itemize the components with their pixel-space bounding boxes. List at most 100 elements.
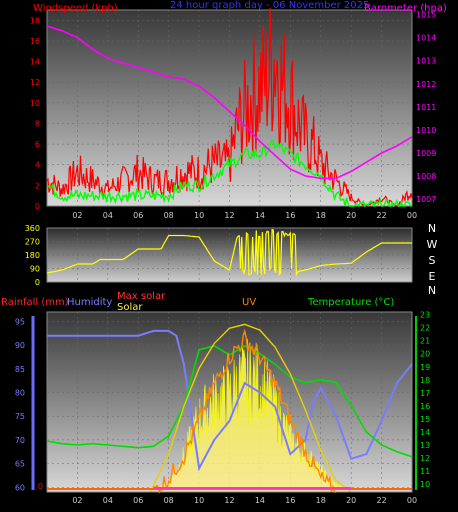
wind-y-tick: 0 [35, 202, 40, 211]
x-tick: 10 [194, 211, 204, 220]
compass-label: N [428, 222, 436, 235]
x-tick: 12 [224, 211, 234, 220]
humidity-y-tick: 95 [15, 317, 25, 326]
x-tick: 00 [407, 211, 417, 220]
barometer-line [46, 25, 413, 180]
x-tick: 06 [133, 496, 143, 505]
humidity-y-tick: 75 [15, 412, 25, 421]
compass-label: N [428, 284, 436, 297]
temp-panel-border [46, 311, 413, 493]
humidity-y-tick: 65 [15, 460, 25, 469]
humidity-y-tick: 85 [15, 365, 25, 374]
temperature-y-tick: 23 [420, 311, 430, 320]
temperature-y-tick: 19 [420, 363, 430, 372]
baro-y-tick: 1010 [416, 126, 436, 135]
direction-series-layer [46, 228, 412, 277]
uv-label: UV [242, 297, 256, 308]
humidity-y-tick: 80 [15, 389, 25, 398]
wind-average-line [46, 138, 413, 208]
temperature-y-tick: 13 [420, 441, 430, 450]
x-tick: 22 [376, 211, 386, 220]
direction-y-tick: 0 [35, 278, 40, 287]
temperature-y-tick: 12 [420, 454, 430, 463]
x-tick: 22 [376, 496, 386, 505]
baro-y-tick: 1009 [416, 149, 436, 158]
x-tick: 06 [133, 211, 143, 220]
direction-y-tick: 270 [25, 238, 40, 247]
x-tick: 08 [164, 496, 174, 505]
x-tick: 08 [164, 211, 174, 220]
wind-y-tick: 12 [30, 78, 40, 87]
wind-y-tick: 14 [30, 58, 40, 67]
humidity-line [47, 329, 413, 472]
wind-y-tick: 8 [35, 119, 40, 128]
x-tick: 14 [255, 496, 265, 505]
humidity-y-tick: 70 [15, 436, 25, 445]
temperature-y-tick: 14 [420, 428, 430, 437]
direction-panel-border [46, 227, 413, 283]
solar-label: Solar [117, 302, 143, 313]
x-tick: 10 [194, 496, 204, 505]
x-tick: 12 [224, 496, 234, 505]
uv-line [152, 328, 336, 494]
wind-y-tick: 2 [35, 181, 40, 190]
tick-labels: 0246810121416181007100810091010101110121… [15, 11, 438, 505]
temperature-y-tick: 18 [420, 376, 430, 385]
temperature-y-tick: 16 [420, 402, 430, 411]
wind-series-layer [46, 7, 413, 208]
x-tick: 20 [346, 211, 356, 220]
wind-y-tick: 10 [30, 99, 40, 108]
temperature-label: Temperature (°C) [307, 297, 394, 308]
windspeed-label: Windspeed (kph) [33, 3, 118, 14]
x-tick: 04 [103, 496, 113, 505]
rainfall-label: Rainfall (mm) [1, 297, 69, 308]
max-solar-label: Max solar [117, 291, 166, 302]
max-solar-line [149, 323, 352, 493]
x-tick: 18 [316, 211, 326, 220]
wind-y-tick: 16 [30, 37, 40, 46]
temp-series-layer [46, 323, 413, 494]
direction-y-tick: 360 [25, 224, 40, 233]
baro-y-tick: 1011 [416, 103, 436, 112]
wind-direction-line [46, 228, 412, 277]
x-tick: 02 [72, 496, 82, 505]
baro-y-tick: 1007 [416, 195, 436, 204]
wind-y-tick: 6 [35, 140, 40, 149]
temperature-line [46, 344, 413, 458]
x-tick: 16 [285, 211, 295, 220]
x-tick: 20 [346, 496, 356, 505]
baro-y-tick: 1015 [416, 11, 436, 20]
temperature-y-tick: 10 [420, 480, 430, 489]
barometer-label: Barometer (hpa) [364, 3, 447, 14]
wind-y-tick: 18 [30, 16, 40, 25]
temperature-y-tick: 22 [420, 324, 430, 333]
humidity-y-tick: 60 [15, 483, 25, 492]
temperature-y-tick: 20 [420, 350, 430, 359]
x-tick: 04 [103, 211, 113, 220]
baro-y-tick: 1008 [416, 172, 436, 181]
x-tick: 02 [72, 211, 82, 220]
temperature-y-tick: 15 [420, 415, 430, 424]
humidity-label: Humidity [67, 297, 112, 308]
temperature-y-tick: 11 [420, 467, 430, 476]
wind-panel-border [46, 9, 413, 207]
baro-y-tick: 1013 [416, 57, 436, 66]
wind-y-tick: 4 [35, 161, 40, 170]
x-tick: 16 [285, 496, 295, 505]
rain-y-tick: 0 [38, 482, 43, 491]
temperature-y-tick: 17 [420, 389, 430, 398]
baro-y-tick: 1012 [416, 80, 436, 89]
x-tick: 00 [407, 496, 417, 505]
compass-label: E [429, 270, 436, 283]
humidity-y-tick: 90 [15, 341, 25, 350]
direction-y-tick: 90 [30, 265, 40, 274]
direction-y-tick: 180 [25, 251, 40, 260]
baro-y-tick: 1014 [416, 34, 436, 43]
compass-label: S [429, 254, 436, 267]
x-tick: 14 [255, 211, 265, 220]
graph-title: 24 hour graph day - 06 November 2025 [170, 0, 369, 11]
x-tick: 18 [316, 496, 326, 505]
compass-label: W [427, 238, 438, 251]
temperature-y-tick: 21 [420, 337, 430, 346]
